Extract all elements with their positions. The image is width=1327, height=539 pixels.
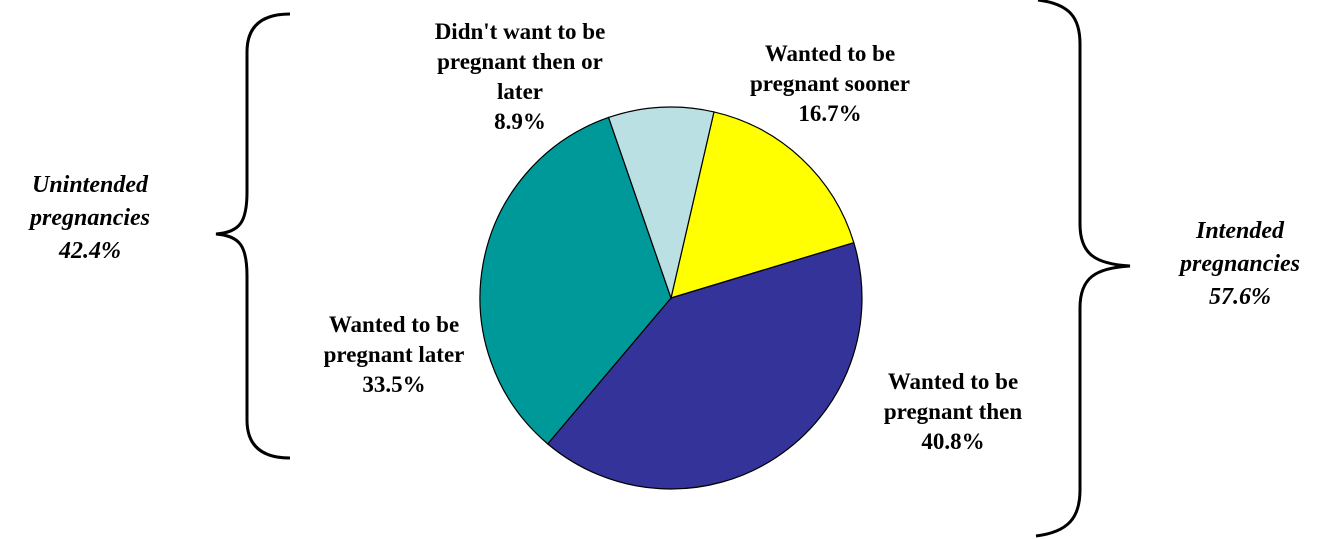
group-value-label: 57.6% — [1209, 284, 1271, 310]
slice-label-line: later — [497, 79, 543, 104]
slice-label-line: Wanted to be — [328, 312, 460, 337]
unintended-brace — [215, 12, 291, 460]
slice-label-line: pregnant then or — [437, 49, 603, 74]
pie-slices — [479, 106, 863, 490]
slice-value-label: 16.7% — [798, 101, 862, 126]
slice-value-label: 8.9% — [494, 109, 546, 134]
slice-label-line: Didn't want to be — [434, 19, 606, 44]
slice-label-line: Wanted to be — [887, 369, 1019, 394]
intended-brace — [1035, 0, 1131, 538]
slice-didnt-want — [607, 106, 715, 301]
slice-wanted-sooner — [670, 111, 855, 299]
group-value-label: 42.4% — [59, 238, 121, 264]
group-label-line: pregnancies — [1180, 251, 1300, 277]
slice-value-label: 33.5% — [362, 372, 426, 397]
slice-value-label: 40.8% — [921, 429, 985, 454]
slice-label-line: pregnant later — [323, 342, 465, 367]
slice-wanted-later — [479, 116, 672, 445]
slice-label-line: Wanted to be — [764, 41, 896, 66]
group-label-line: Unintended — [31, 172, 148, 198]
slice-label-wanted-later: Wanted to be pregnant later 33.5% — [279, 310, 509, 400]
group-label-line: pregnancies — [30, 205, 150, 231]
slice-label-wanted-sooner: Wanted to be pregnant sooner 16.7% — [715, 39, 945, 129]
slice-label-wanted-then: Wanted to be pregnant then 40.8% — [838, 367, 1068, 457]
slice-label-didnt-want: Didn't want to be pregnant then or later… — [395, 17, 645, 137]
slice-label-line: pregnant then — [883, 399, 1023, 424]
group-label-line: Intended — [1195, 218, 1284, 244]
slice-wanted-then — [546, 241, 863, 490]
group-label-intended: Intended pregnancies 57.6% — [1150, 215, 1327, 314]
slice-label-line: pregnant sooner — [750, 71, 910, 96]
group-label-unintended: Unintended pregnancies 42.4% — [0, 169, 180, 268]
